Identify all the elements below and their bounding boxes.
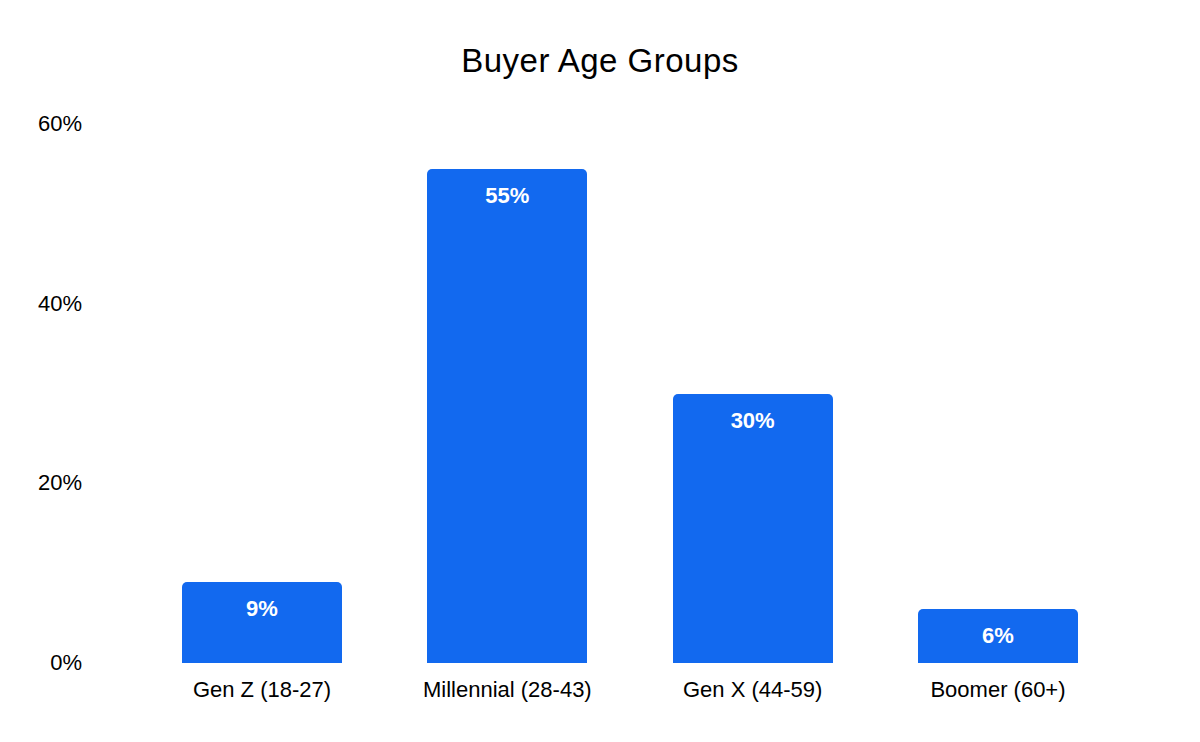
bar-value-label: 9%: [182, 596, 342, 622]
bar-value-label: 55%: [427, 183, 587, 209]
chart-title: Buyer Age Groups: [0, 42, 1200, 80]
y-axis: 0% 20% 40% 60%: [0, 0, 82, 742]
bar: 6%: [918, 609, 1078, 663]
category-label: Millennial (28-43): [423, 677, 592, 703]
y-axis-tick-label: 20%: [38, 470, 82, 496]
category-label: Gen X (44-59): [683, 677, 822, 703]
bar: 9%: [182, 582, 342, 663]
y-axis-tick-label: 60%: [38, 111, 82, 137]
bar-value-label: 30%: [673, 408, 833, 434]
bar-chart: Buyer Age Groups 0%20%40%60% 9%55%30%6% …: [0, 0, 1200, 742]
category-label: Boomer (60+): [930, 677, 1065, 703]
bar: 30%: [673, 394, 833, 664]
bar: 55%: [427, 169, 587, 663]
category-label: Gen Z (18-27): [193, 677, 331, 703]
bar-value-label: 6%: [918, 623, 1078, 649]
y-axis-tick-label: 40%: [38, 291, 82, 317]
y-axis-tick-label: 0%: [50, 650, 82, 676]
